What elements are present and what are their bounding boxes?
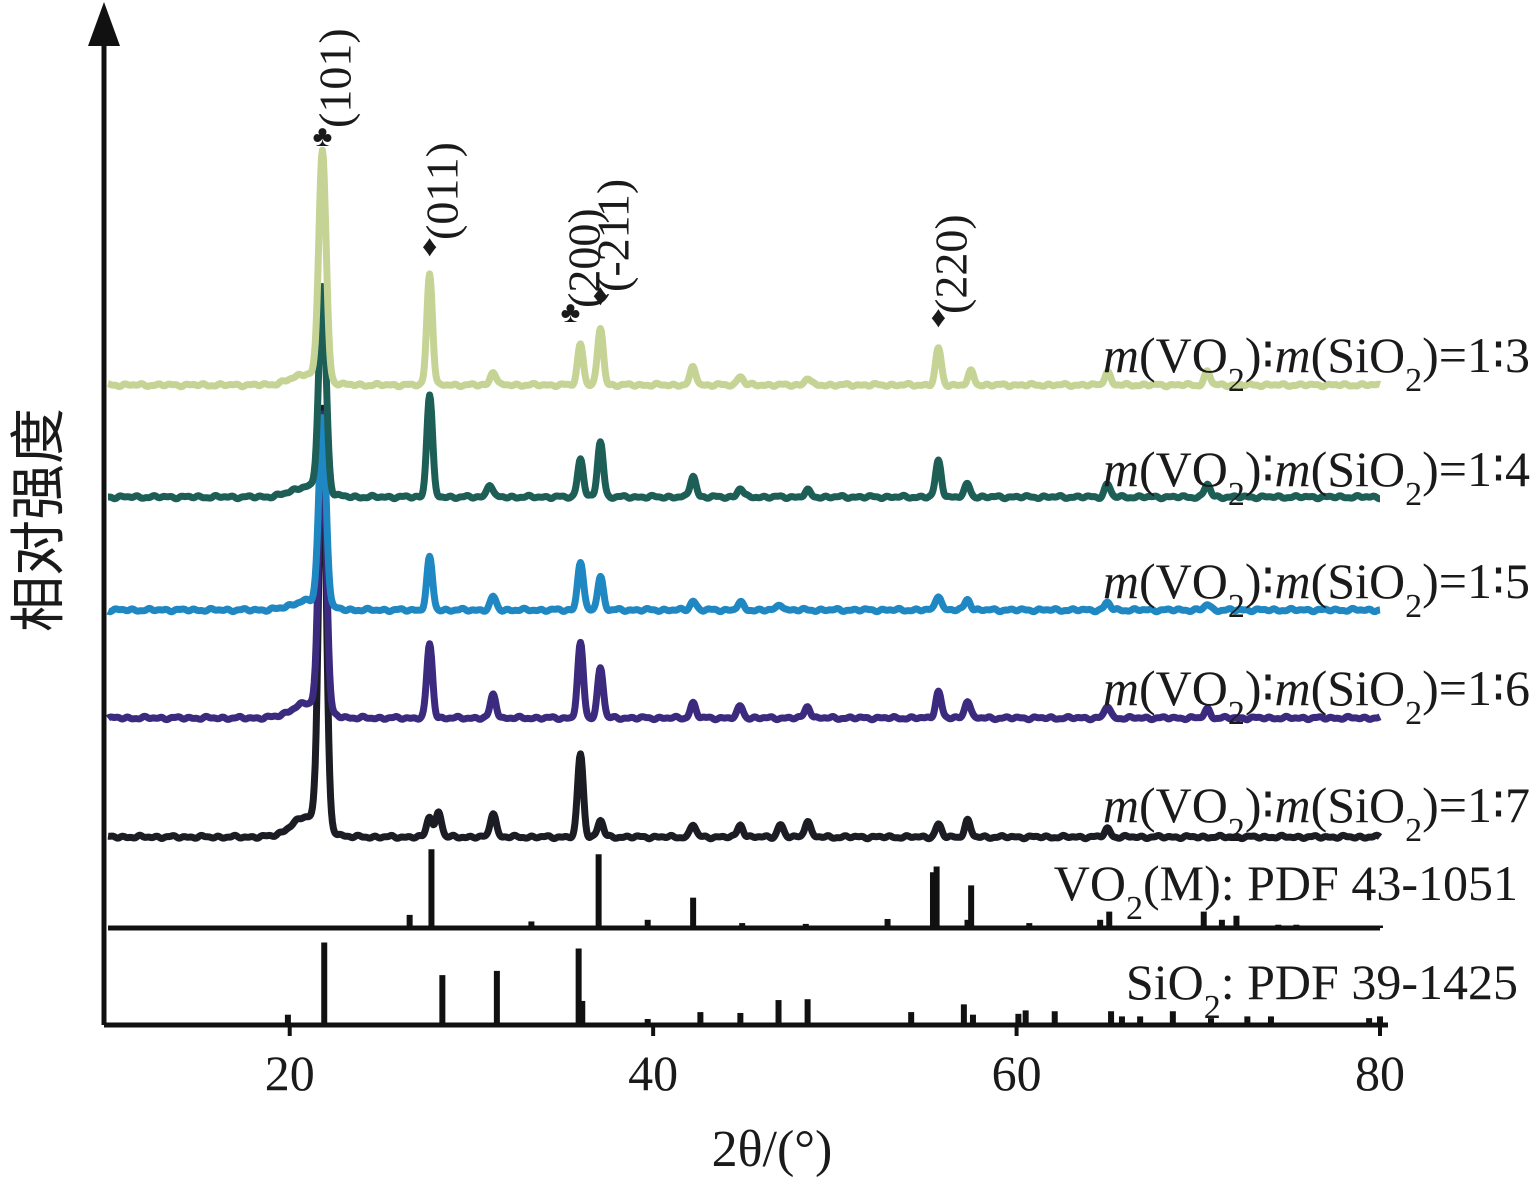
peak-miller-index: (101) bbox=[309, 28, 360, 128]
series-label: m(VO2)∶m(SiO2)=1∶3 bbox=[1103, 327, 1530, 399]
reference-patterns bbox=[108, 849, 1383, 1025]
peak-marker-symbol: ♣ bbox=[561, 296, 581, 329]
xrd-curves bbox=[105, 146, 1383, 843]
series-label: m(VO2)∶m(SiO2)=1∶4 bbox=[1103, 441, 1530, 513]
axes bbox=[88, 2, 1388, 1028]
peak-miller-index: (200) bbox=[558, 208, 609, 308]
x-tick-label: 40 bbox=[628, 1045, 678, 1101]
xrd-curve-line bbox=[105, 414, 1383, 616]
peak-marker-symbol: ♦ bbox=[422, 230, 437, 263]
peak-miller-index: (-211) bbox=[587, 179, 638, 292]
series-labels: m(VO2)∶m(SiO2)=1∶3 m(VO2)∶m(SiO2)=1∶4 m(VO… bbox=[1054, 327, 1530, 1026]
peak-annotations: ♣(101)♦(011)♣(200)♦(-211)♦(220) bbox=[309, 28, 976, 334]
y-axis-arrow bbox=[88, 2, 120, 46]
x-ticks: 20 40 60 80 bbox=[265, 1025, 1405, 1101]
x-axis-label: 2θ/(°) bbox=[712, 1121, 833, 1178]
peak-marker-symbol: ♦ bbox=[593, 279, 608, 312]
xrd-curve-line bbox=[105, 146, 1383, 391]
x-tick-label: 80 bbox=[1355, 1045, 1405, 1101]
peak-marker-symbol: ♣ bbox=[313, 120, 333, 153]
reference-label: VO2(M): PDF 43-1051 bbox=[1054, 855, 1518, 927]
series-label: m(VO2)∶m(SiO2)=1∶5 bbox=[1103, 553, 1530, 625]
y-axis-label: 相对强度 bbox=[7, 408, 72, 632]
reference-label: SiO2: PDF 39-1425 bbox=[1126, 954, 1518, 1026]
x-tick-label: 60 bbox=[992, 1045, 1042, 1101]
peak-miller-index: (220) bbox=[925, 214, 976, 314]
peak-miller-index: (011) bbox=[417, 142, 468, 240]
xrd-curve-line bbox=[105, 283, 1383, 503]
x-tick-label: 20 bbox=[265, 1045, 315, 1101]
series-label: m(VO2)∶m(SiO2)=1∶7 bbox=[1103, 777, 1530, 849]
peak-marker-symbol: ♦ bbox=[931, 301, 946, 334]
series-label: m(VO2)∶m(SiO2)=1∶6 bbox=[1103, 660, 1530, 732]
